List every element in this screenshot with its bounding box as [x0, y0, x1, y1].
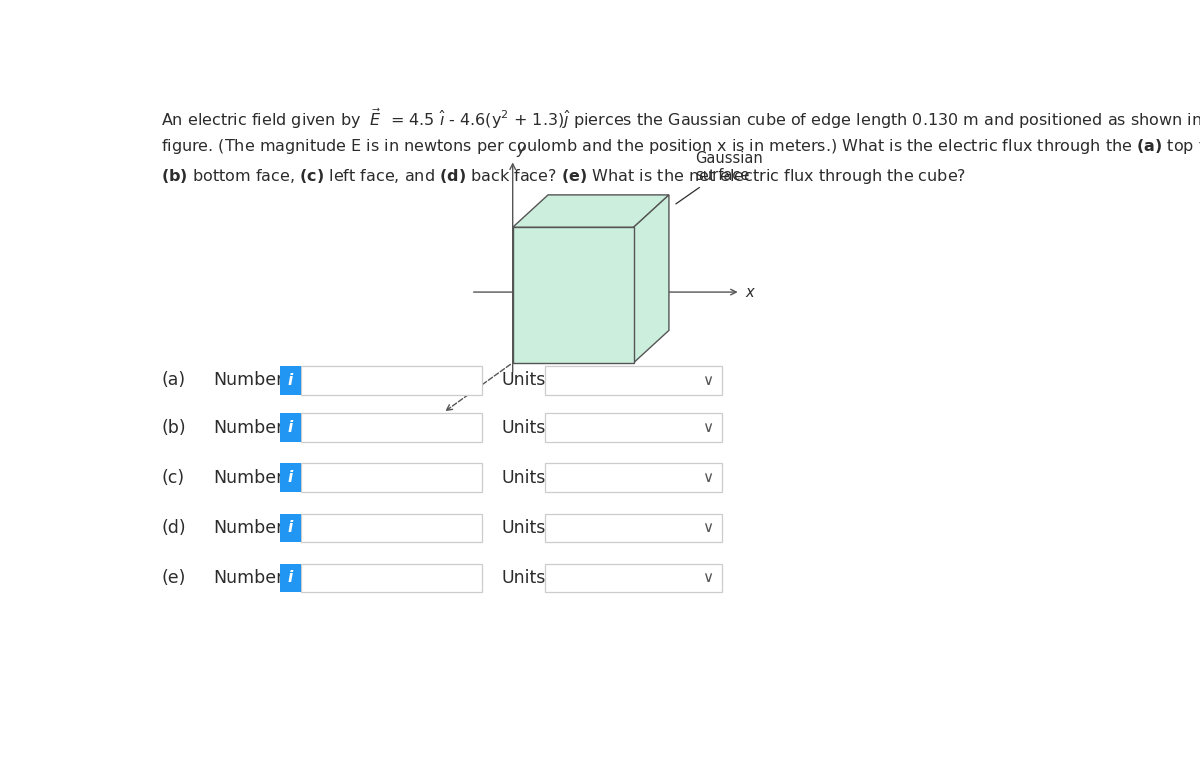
Text: (e): (e): [161, 568, 186, 587]
Polygon shape: [512, 195, 668, 227]
FancyBboxPatch shape: [545, 366, 722, 395]
FancyBboxPatch shape: [301, 366, 482, 395]
FancyBboxPatch shape: [281, 564, 301, 592]
FancyBboxPatch shape: [301, 513, 482, 542]
FancyBboxPatch shape: [281, 413, 301, 441]
Text: Number: Number: [214, 372, 283, 389]
Text: ∨: ∨: [702, 570, 714, 585]
Text: (a): (a): [161, 372, 185, 389]
Polygon shape: [634, 195, 668, 363]
Text: Number: Number: [214, 519, 283, 537]
Text: i: i: [288, 470, 293, 485]
Text: Units: Units: [502, 469, 546, 487]
FancyBboxPatch shape: [545, 413, 722, 441]
Text: x: x: [745, 285, 754, 300]
FancyBboxPatch shape: [281, 366, 301, 395]
Text: i: i: [288, 570, 293, 585]
FancyBboxPatch shape: [545, 564, 722, 592]
Polygon shape: [512, 227, 634, 363]
Text: Units: Units: [502, 568, 546, 587]
Text: i: i: [288, 373, 293, 388]
Text: Units: Units: [502, 372, 546, 389]
FancyBboxPatch shape: [301, 413, 482, 441]
Text: z: z: [432, 422, 439, 437]
FancyBboxPatch shape: [301, 564, 482, 592]
FancyBboxPatch shape: [281, 513, 301, 542]
Text: $\mathbf{(b)}$ bottom face, $\mathbf{(c)}$ left face, and $\mathbf{(d)}$ back fa: $\mathbf{(b)}$ bottom face, $\mathbf{(c)…: [161, 167, 966, 186]
Text: Number: Number: [214, 418, 283, 437]
Text: ∨: ∨: [702, 373, 714, 388]
Text: An electric field given by  $\vec{E}$  = 4.5 $\hat{\imath}$ - 4.6(y$^2$ + 1.3)$\: An electric field given by $\vec{E}$ = 4…: [161, 106, 1200, 131]
Text: figure. (The magnitude E is in newtons per coulomb and the position x is in mete: figure. (The magnitude E is in newtons p…: [161, 137, 1200, 155]
Text: Gaussian
surface: Gaussian surface: [676, 151, 763, 204]
Text: Number: Number: [214, 568, 283, 587]
Text: Units: Units: [502, 519, 546, 537]
Text: y: y: [516, 142, 526, 157]
FancyBboxPatch shape: [281, 464, 301, 492]
Text: ∨: ∨: [702, 520, 714, 536]
Text: Number: Number: [214, 469, 283, 487]
FancyBboxPatch shape: [301, 464, 482, 492]
Text: ∨: ∨: [702, 420, 714, 435]
Text: (c): (c): [161, 469, 185, 487]
Text: i: i: [288, 520, 293, 536]
FancyBboxPatch shape: [545, 513, 722, 542]
FancyBboxPatch shape: [545, 464, 722, 492]
Text: Units: Units: [502, 418, 546, 437]
Text: (d): (d): [161, 519, 186, 537]
Text: i: i: [288, 420, 293, 435]
Text: ∨: ∨: [702, 470, 714, 485]
Text: (b): (b): [161, 418, 186, 437]
